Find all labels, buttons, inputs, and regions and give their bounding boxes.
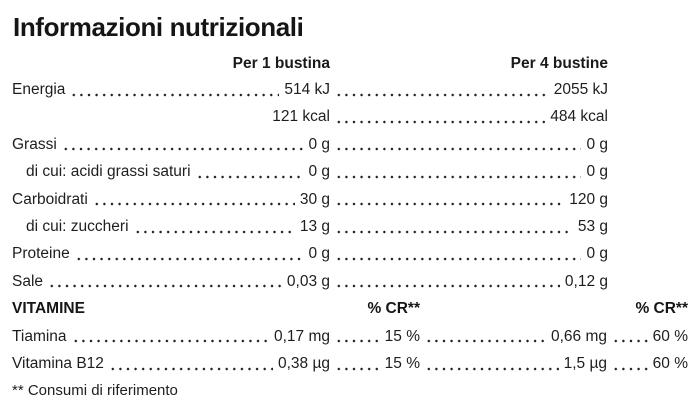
dot-leader: [335, 213, 573, 241]
cr-header-per-1: % CR**: [367, 300, 420, 318]
dot-leader: [335, 240, 582, 268]
column-header-per-4-bustine: Per 4 bustine: [510, 55, 608, 72]
dot-leader: [335, 76, 549, 104]
value-per-1: 30 g: [299, 190, 330, 208]
value-per-1: 0,17 mg: [273, 327, 330, 345]
table-row-grassi-saturi: di cui: acidi grassi saturi 0 g 0 g: [12, 158, 688, 186]
value-per-1: 121 kcal: [272, 108, 330, 126]
value-per-4: 0,66 mg: [550, 327, 607, 345]
table-row-energia-kj: Energia 514 kJ 2055 kJ: [12, 76, 688, 104]
dot-leader: [425, 322, 546, 351]
cr-header-per-4: % CR**: [635, 300, 688, 318]
dot-leader: [71, 322, 269, 351]
value-per-1: 0,03 g: [286, 272, 330, 290]
dot-leader: [335, 185, 565, 214]
spacer: [17, 103, 267, 130]
cr-value-per-4: 60 %: [652, 327, 688, 345]
table-row-energia-kcal: 121 kcal 484 kcal: [12, 103, 688, 131]
dot-leader: [612, 322, 648, 351]
dot-leader: [48, 267, 282, 296]
value-per-4: 0,12 g: [564, 272, 608, 290]
dot-leader: [335, 322, 380, 351]
row-label: di cui: acidi grassi saturi: [26, 163, 191, 181]
dot-leader: [335, 267, 560, 296]
dot-leader: [335, 350, 380, 378]
row-label: di cui: zuccheri: [26, 218, 129, 236]
value-per-4: 120 g: [569, 190, 608, 208]
value-per-4: 53 g: [577, 218, 608, 236]
row-label: Energia: [12, 81, 66, 98]
value-per-1: 0,38 µg: [277, 355, 330, 373]
dot-leader: [133, 213, 295, 241]
dot-leader: [61, 130, 304, 159]
dot-leader: [92, 185, 295, 214]
value-per-4: 0 g: [586, 135, 608, 153]
dot-leader: [108, 350, 273, 378]
spacer: [420, 295, 607, 322]
table-row-carboidrati: Carboidrati 30 g 120 g: [12, 185, 688, 214]
cr-value-per-1: 15 %: [384, 355, 420, 373]
table-row-vitamina-b12: Vitamina B12 0,38 µg 15 % 1,5 µg 60 %: [12, 350, 688, 378]
table-row-grassi: Grassi 0 g 0 g: [12, 130, 688, 159]
dot-leader: [195, 158, 304, 186]
value-per-4: 484 kcal: [550, 108, 608, 126]
row-label: Vitamina B12: [12, 355, 104, 373]
dot-leader: [74, 240, 304, 268]
row-label: Sale: [12, 272, 44, 290]
table-row-zuccheri: di cui: zuccheri 13 g 53 g: [12, 213, 688, 241]
reference-intake-footnote: ** Consumi di riferimento: [12, 382, 178, 400]
dot-leader: [335, 130, 582, 159]
table-row-sale: Sale 0,03 g 0,12 g: [12, 267, 688, 296]
row-label: Tiamina: [12, 327, 67, 345]
cr-value-per-4: 60 %: [652, 355, 688, 373]
value-per-4: 0 g: [586, 163, 608, 181]
row-label: Grassi: [12, 135, 57, 153]
page-title: Informazioni nutrizionali: [13, 12, 304, 42]
value-per-4: 2055 kJ: [553, 81, 608, 98]
dot-leader: [335, 158, 582, 186]
row-label: Carboidrati: [12, 190, 88, 208]
value-per-1: 0 g: [308, 245, 330, 263]
value-per-4: 0 g: [586, 245, 608, 263]
cr-value-per-1: 15 %: [384, 327, 420, 345]
table-row-tiamina: Tiamina 0,17 mg 15 % 0,66 mg 60 %: [12, 322, 688, 351]
value-per-1: 0 g: [308, 163, 330, 181]
dot-leader: [335, 103, 546, 131]
value-per-1: 13 g: [299, 218, 330, 236]
value-per-1: 514 kJ: [284, 81, 330, 98]
row-label: Proteine: [12, 245, 70, 263]
value-per-4: 1,5 µg: [563, 355, 607, 373]
value-per-1: 0 g: [308, 135, 330, 153]
column-header-row: Per 1 bustina Per 4 bustine: [12, 51, 688, 76]
dot-leader: [70, 76, 280, 104]
column-header-per-1-bustina: Per 1 bustina: [232, 55, 330, 72]
dot-leader: [612, 350, 648, 378]
dot-leader: [425, 350, 559, 378]
vitamins-section-label: VITAMINE: [12, 300, 85, 318]
table-row-proteine: Proteine 0 g 0 g: [12, 240, 688, 268]
vitamins-section-header: VITAMINE % CR** % CR**: [12, 295, 688, 322]
